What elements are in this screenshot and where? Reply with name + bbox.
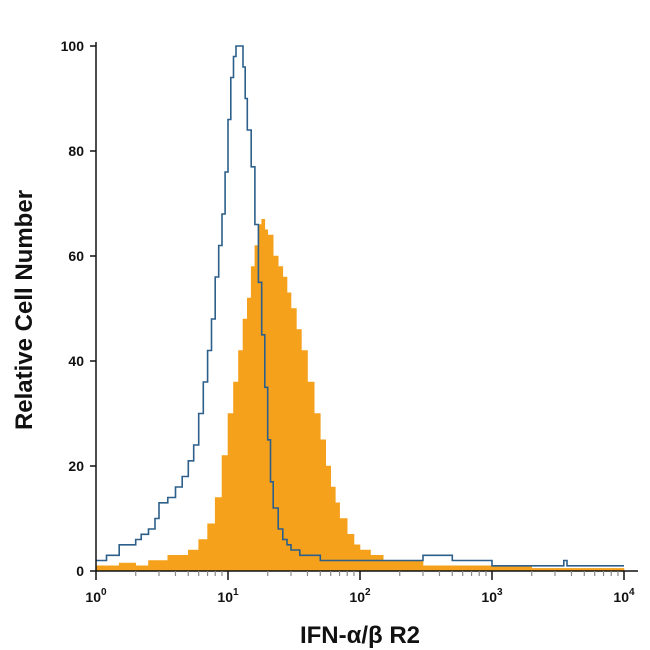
x-tick-label: 102 bbox=[349, 587, 371, 605]
x-tick-label: 104 bbox=[613, 587, 635, 605]
series-layer bbox=[95, 45, 625, 572]
y-tick-label: 40 bbox=[68, 353, 84, 369]
y-axis-title: Relative Cell Number bbox=[11, 190, 38, 430]
x-tick-label: 100 bbox=[85, 587, 107, 605]
y-tick-label: 100 bbox=[61, 38, 85, 54]
y-tick-label: 80 bbox=[68, 143, 84, 159]
y-tick-label: 60 bbox=[68, 248, 84, 264]
series-outline-histogram bbox=[96, 45, 624, 567]
x-axis-title: IFN-α/β R2 bbox=[300, 622, 420, 649]
y-tick-label: 0 bbox=[76, 563, 84, 579]
y-tick-label: 20 bbox=[68, 458, 84, 474]
axes-layer: 0 20 40 60 80 100 100 101 102 103 104 bbox=[61, 38, 638, 605]
x-tick-label: 103 bbox=[481, 587, 503, 605]
series-filled-histogram bbox=[95, 219, 625, 572]
x-tick-label: 101 bbox=[217, 587, 239, 605]
